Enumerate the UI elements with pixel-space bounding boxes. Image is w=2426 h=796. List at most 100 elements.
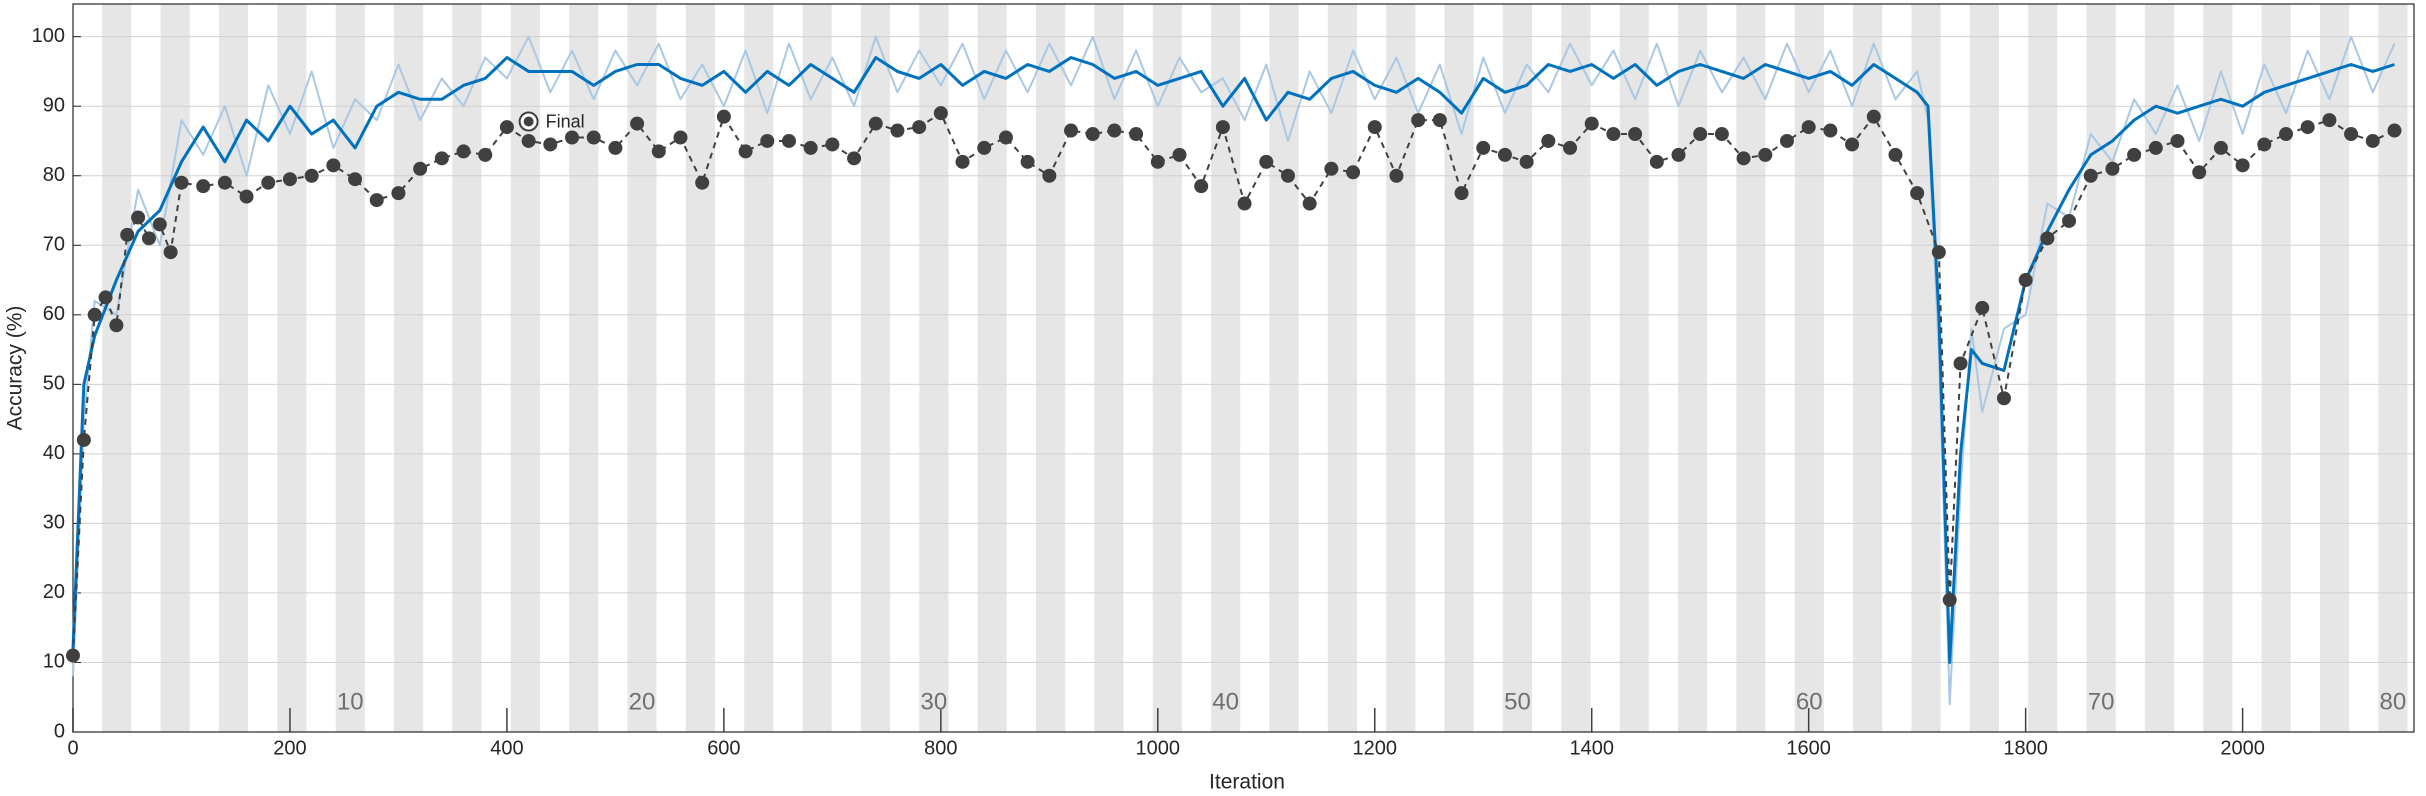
data-point bbox=[1758, 147, 1773, 162]
y-tick-label: 50 bbox=[43, 373, 65, 395]
data-point bbox=[825, 137, 840, 152]
epoch-label: 20 bbox=[629, 688, 656, 715]
data-point bbox=[1237, 196, 1252, 211]
x-tick-label: 600 bbox=[707, 737, 740, 759]
epoch-band bbox=[627, 4, 657, 732]
data-point bbox=[1693, 127, 1708, 142]
data-point bbox=[1563, 140, 1578, 155]
data-point bbox=[1606, 127, 1621, 142]
data-point bbox=[803, 140, 818, 155]
data-point bbox=[1367, 120, 1382, 135]
data-point bbox=[1866, 109, 1881, 124]
data-point bbox=[1194, 179, 1209, 194]
data-point bbox=[348, 172, 363, 187]
y-tick-label: 70 bbox=[43, 234, 65, 256]
data-point bbox=[1411, 113, 1426, 128]
data-point bbox=[120, 227, 135, 242]
epoch-band bbox=[2144, 4, 2175, 732]
data-point bbox=[695, 175, 710, 190]
data-point bbox=[1714, 127, 1729, 142]
y-tick-label: 100 bbox=[32, 25, 65, 47]
epoch-band bbox=[1619, 4, 1649, 732]
data-point bbox=[391, 186, 406, 201]
data-point bbox=[196, 179, 211, 194]
data-point bbox=[847, 151, 862, 166]
epoch-band bbox=[452, 4, 482, 732]
epoch-band bbox=[1327, 4, 1357, 732]
data-point bbox=[1541, 133, 1556, 148]
data-point bbox=[1823, 123, 1838, 138]
data-point bbox=[1150, 154, 1165, 169]
epoch-band bbox=[1794, 4, 1824, 732]
data-point bbox=[326, 158, 341, 173]
epoch-band bbox=[1094, 4, 1124, 732]
epoch-band bbox=[1911, 4, 1941, 732]
data-point bbox=[1432, 113, 1447, 128]
data-point bbox=[781, 133, 796, 148]
data-point bbox=[1931, 245, 1946, 260]
epoch-band bbox=[569, 4, 599, 732]
data-point bbox=[1519, 154, 1534, 169]
data-point bbox=[1953, 356, 1968, 371]
data-point bbox=[2235, 158, 2250, 173]
data-point bbox=[1346, 165, 1361, 180]
epoch-label: 30 bbox=[920, 688, 947, 715]
data-point bbox=[1736, 151, 1751, 166]
x-tick-label: 2000 bbox=[2220, 737, 2265, 759]
epoch-band bbox=[2261, 4, 2291, 732]
data-point bbox=[1845, 137, 1860, 152]
data-point bbox=[2278, 127, 2293, 142]
epoch-band bbox=[102, 4, 132, 732]
data-point bbox=[1020, 154, 1035, 169]
data-point bbox=[673, 130, 688, 145]
data-point bbox=[174, 175, 189, 190]
data-point bbox=[630, 116, 645, 131]
data-point bbox=[2170, 133, 2185, 148]
epoch-band bbox=[744, 4, 774, 732]
y-tick-label: 10 bbox=[43, 651, 65, 673]
data-point bbox=[2192, 165, 2207, 180]
data-point bbox=[1996, 391, 2011, 406]
data-point bbox=[2040, 231, 2055, 246]
data-point bbox=[304, 168, 319, 183]
epoch-band bbox=[1561, 4, 1591, 732]
data-point bbox=[2105, 161, 2120, 176]
epoch-band bbox=[218, 4, 249, 732]
data-point bbox=[1280, 168, 1295, 183]
data-point bbox=[152, 217, 167, 232]
data-point bbox=[1324, 161, 1339, 176]
y-tick-label: 90 bbox=[43, 94, 65, 116]
epoch-band bbox=[1386, 4, 1416, 732]
epoch-band bbox=[1677, 4, 1708, 732]
data-point bbox=[651, 144, 666, 159]
data-point bbox=[912, 120, 927, 135]
data-point bbox=[1302, 196, 1317, 211]
data-point bbox=[521, 133, 536, 148]
x-tick-label: 400 bbox=[490, 737, 523, 759]
epoch-label: 50 bbox=[1504, 688, 1531, 715]
data-point bbox=[955, 154, 970, 169]
data-point bbox=[1942, 592, 1957, 607]
data-point bbox=[1888, 147, 1903, 162]
data-point bbox=[1975, 300, 1990, 315]
epoch-band bbox=[977, 4, 1007, 732]
x-tick-label: 1000 bbox=[1136, 737, 1181, 759]
data-point bbox=[282, 172, 297, 187]
annotation-label: Final bbox=[546, 111, 585, 131]
data-point bbox=[998, 130, 1013, 145]
data-point bbox=[543, 137, 558, 152]
epoch-band bbox=[277, 4, 307, 732]
epoch-label: 10 bbox=[337, 688, 364, 715]
data-point bbox=[608, 140, 623, 155]
data-point bbox=[586, 130, 601, 145]
epoch-band bbox=[393, 4, 424, 732]
data-point bbox=[716, 109, 731, 124]
epoch-band bbox=[802, 4, 832, 732]
data-point bbox=[261, 175, 276, 190]
data-point bbox=[2300, 120, 2315, 135]
epoch-label: 60 bbox=[1796, 688, 1823, 715]
data-point bbox=[217, 175, 232, 190]
data-point bbox=[2322, 113, 2337, 128]
data-point bbox=[456, 144, 471, 159]
